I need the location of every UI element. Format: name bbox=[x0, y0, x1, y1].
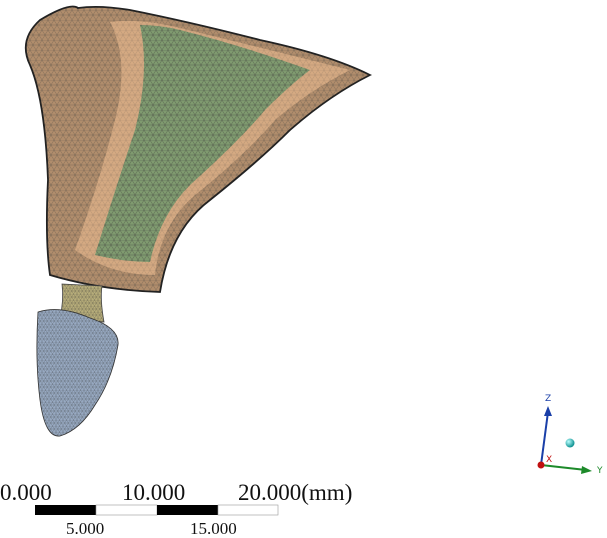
scale-segment bbox=[35, 505, 96, 515]
jaw-model bbox=[24, 5, 373, 293]
scale-label: 15.000 bbox=[190, 519, 237, 538]
scale-segment bbox=[217, 504, 279, 516]
x-label: X bbox=[546, 455, 552, 465]
crown bbox=[36, 309, 119, 437]
y-arrow bbox=[581, 466, 592, 474]
x-axis bbox=[537, 461, 545, 469]
scale-segment bbox=[95, 504, 158, 516]
scale-label: 20.000(mm) bbox=[238, 480, 352, 505]
scale-label: 5.000 bbox=[66, 519, 104, 538]
y-label: Y bbox=[596, 466, 603, 476]
axis-triad: Z X Y bbox=[537, 394, 603, 476]
scale-bar: 0.000 10.000 20.000(mm) 5.000 15.000 bbox=[0, 480, 352, 538]
z-axis bbox=[540, 411, 549, 466]
scale-label: 0.000 bbox=[0, 480, 52, 505]
z-label: Z bbox=[545, 394, 551, 404]
scale-segment bbox=[157, 505, 218, 515]
sphere bbox=[565, 438, 575, 448]
y-axis bbox=[540, 464, 587, 471]
z-arrow bbox=[544, 406, 552, 416]
scale-label: 10.000 bbox=[122, 480, 185, 505]
